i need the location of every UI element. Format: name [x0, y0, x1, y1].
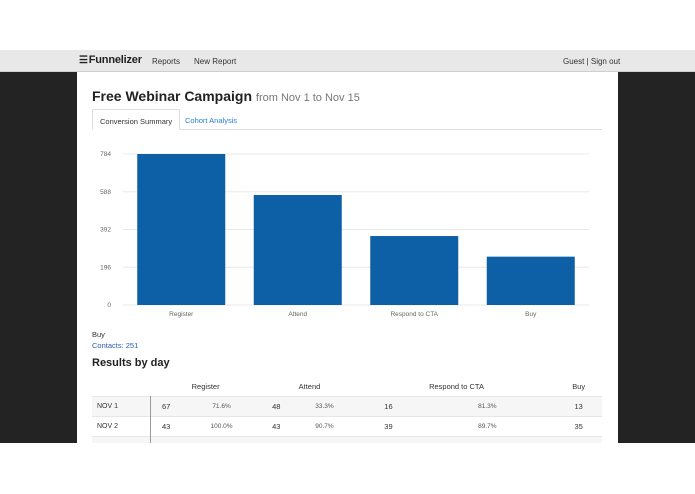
count: 43 [261, 415, 292, 436]
count: 13 [555, 435, 602, 443]
y-tick-label: 392 [100, 227, 111, 234]
table-row: NOV 34562.2%2871.4%2065.0%13 [92, 435, 602, 443]
y-tick-label: 0 [107, 302, 111, 309]
nav-reports[interactable]: Reports [152, 57, 181, 66]
table-row: NOV 2 43 100.0% 43 90.7% 39 89.7% 35 [92, 415, 602, 436]
app-window: ☰Funnelizer Reports New Report Guest | S… [0, 50, 695, 443]
y-tick-label: 196 [100, 264, 111, 271]
logo-text: Funnelizer [88, 54, 142, 66]
report-card: Free Webinar Campaign from Nov 1 to Nov … [77, 72, 618, 443]
selected-step: Buy [92, 330, 105, 339]
bar-register[interactable] [137, 154, 226, 305]
x-tick-label: Buy [525, 311, 537, 318]
nav-new-report[interactable]: New Report [194, 57, 237, 66]
header-respond: Respond to CTA [429, 382, 484, 392]
conversion-rate: 71.4% [291, 435, 358, 443]
conversion-rate: 71.6% [181, 395, 262, 416]
count: 45 [150, 435, 182, 443]
row-day: NOV 2 [92, 415, 151, 436]
bar-chart: 0 196 392 588 784 Register Attend Respond to CT… [100, 151, 589, 318]
contacts-link[interactable]: Contacts: 251 [92, 341, 139, 350]
count: 48 [261, 395, 292, 416]
results-title: Results by day [92, 357, 170, 369]
count: 28 [261, 435, 292, 443]
row-day: NOV 3 [92, 435, 151, 443]
count: 16 [357, 395, 420, 416]
header-buy: Buy [572, 382, 586, 392]
count: 20 [357, 435, 420, 443]
tab-conversion-summary[interactable]: Conversion Summary [92, 109, 181, 130]
header-day [92, 378, 150, 396]
count: 13 [555, 395, 602, 416]
logo[interactable]: ☰Funnelizer [79, 54, 142, 66]
bar-buy[interactable] [486, 256, 575, 305]
bar-attend[interactable] [253, 195, 342, 305]
header-register: Register [191, 382, 220, 392]
funnel-icon: ☰ [79, 55, 88, 66]
count: 35 [555, 415, 602, 436]
conversion-rate: 65.0% [419, 435, 556, 443]
conversion-rate: 100.0% [181, 415, 262, 436]
row-day: NOV 1 [92, 395, 151, 416]
conversion-rate: 90.7% [291, 415, 358, 436]
x-tick-label: Register [169, 311, 194, 318]
count: 39 [357, 415, 420, 436]
x-tick-label: Respond to CTA [390, 311, 438, 318]
title-text: Free Webinar Campaign [92, 88, 253, 104]
navbar: ☰Funnelizer Reports New Report Guest | S… [0, 50, 695, 72]
bar-respond-to-cta[interactable] [370, 236, 459, 305]
header-attend: Attend [298, 382, 321, 392]
table-row: NOV 1 67 71.6% 48 33.3% 16 81.3% 13 [92, 395, 602, 416]
y-tick-label: 784 [100, 151, 111, 158]
conversion-rate: 81.3% [419, 395, 556, 416]
user-signout[interactable]: Guest | Sign out [563, 57, 621, 66]
conversion-rate: 33.3% [291, 395, 358, 416]
conversion-rate: 62.2% [181, 435, 262, 443]
tab-cohort-analysis[interactable]: Cohort Analysis [185, 116, 238, 125]
results-table: Register Attend Respond to CTA Buy NOV 1… [92, 378, 602, 443]
tab-bar: Conversion Summary Cohort Analysis [92, 109, 602, 130]
conversion-rate: 89.7% [419, 415, 556, 436]
date-range: from Nov 1 to Nov 15 [255, 92, 360, 104]
y-tick-label: 588 [100, 189, 111, 196]
page-title: Free Webinar Campaign from Nov 1 to Nov … [92, 88, 360, 104]
count: 43 [150, 415, 182, 436]
x-tick-label: Attend [288, 311, 307, 318]
count: 67 [150, 395, 182, 416]
